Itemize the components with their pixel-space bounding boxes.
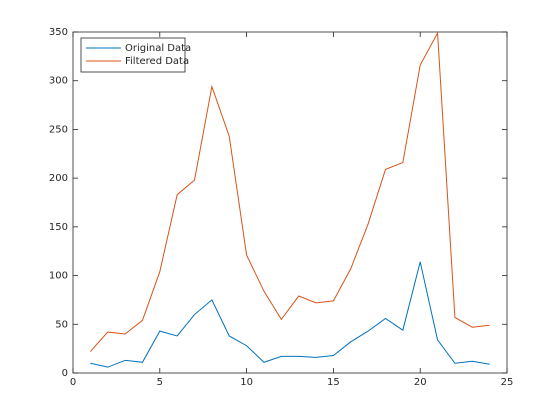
y-tick-label: 150 bbox=[49, 222, 68, 233]
y-tick-label: 100 bbox=[49, 271, 68, 282]
legend-box bbox=[80, 37, 186, 73]
plot-area bbox=[72, 31, 508, 374]
y-tick-label: 50 bbox=[55, 319, 68, 330]
y-tick-label: 250 bbox=[49, 124, 68, 135]
y-tick-label: 200 bbox=[49, 173, 68, 184]
x-tick-label: 5 bbox=[157, 377, 163, 388]
data-line bbox=[90, 261, 490, 368]
legend-label: Filtered Data bbox=[125, 56, 189, 67]
x-tick-label: 15 bbox=[327, 377, 340, 388]
data-line bbox=[89, 31, 490, 352]
x-tick-label: 10 bbox=[240, 377, 253, 388]
x-tick-label: 20 bbox=[414, 377, 427, 388]
legend-label: Original Data bbox=[125, 43, 191, 54]
y-tick-label: 0 bbox=[62, 368, 68, 379]
y-tick-label: 300 bbox=[49, 76, 68, 87]
x-tick-label: 25 bbox=[501, 377, 514, 388]
y-tick-label: 350 bbox=[49, 27, 68, 38]
x-tick-label: 0 bbox=[70, 377, 76, 388]
